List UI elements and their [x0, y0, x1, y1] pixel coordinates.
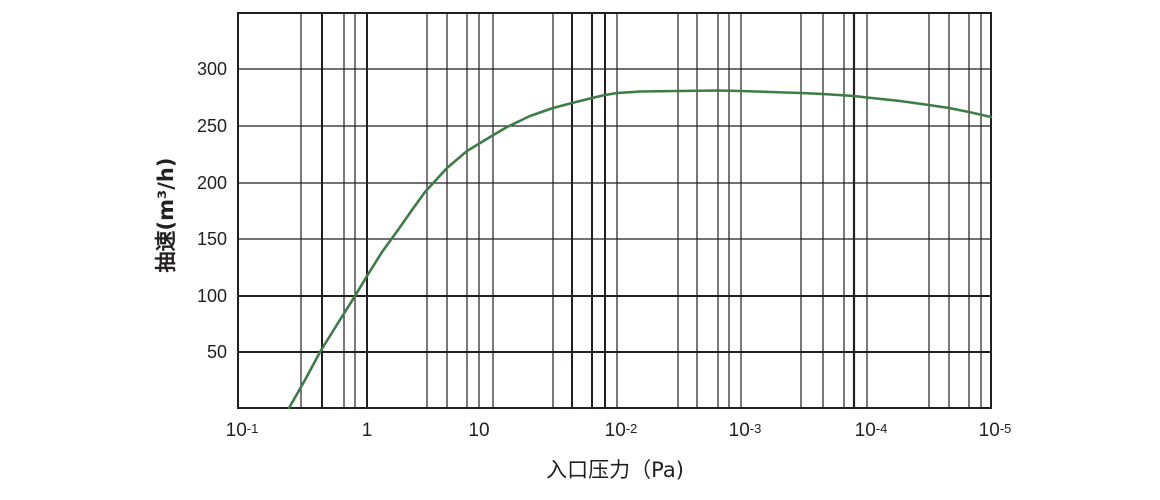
y-tick-label: 100: [196, 286, 227, 306]
y-tick-label: 150: [196, 229, 227, 249]
x-tick-label: 10-5: [978, 420, 1012, 441]
y-tick-label: 250: [196, 116, 227, 136]
x-tick-label: 10-4: [854, 420, 888, 441]
y-tick-label: 200: [196, 173, 227, 193]
y-axis-title: 抽速(m³/h): [154, 157, 178, 273]
x-tick-label: 10-2: [604, 420, 638, 441]
x-tick-label: 1: [361, 420, 373, 441]
plot-frame: [237, 12, 992, 409]
horizontal-gridlines: [238, 68, 991, 353]
y-tick-label: 50: [206, 342, 227, 362]
y-tick-label: 300: [196, 59, 227, 79]
x-tick-label: 10-3: [728, 420, 762, 441]
x-tick-label: 10-1: [225, 420, 259, 441]
pumping-speed-curve: [287, 89, 993, 410]
x-tick-label: 10: [468, 420, 490, 441]
vertical-gridlines: [300, 13, 982, 408]
x-axis-title: 入口压力（Pa): [546, 458, 684, 482]
